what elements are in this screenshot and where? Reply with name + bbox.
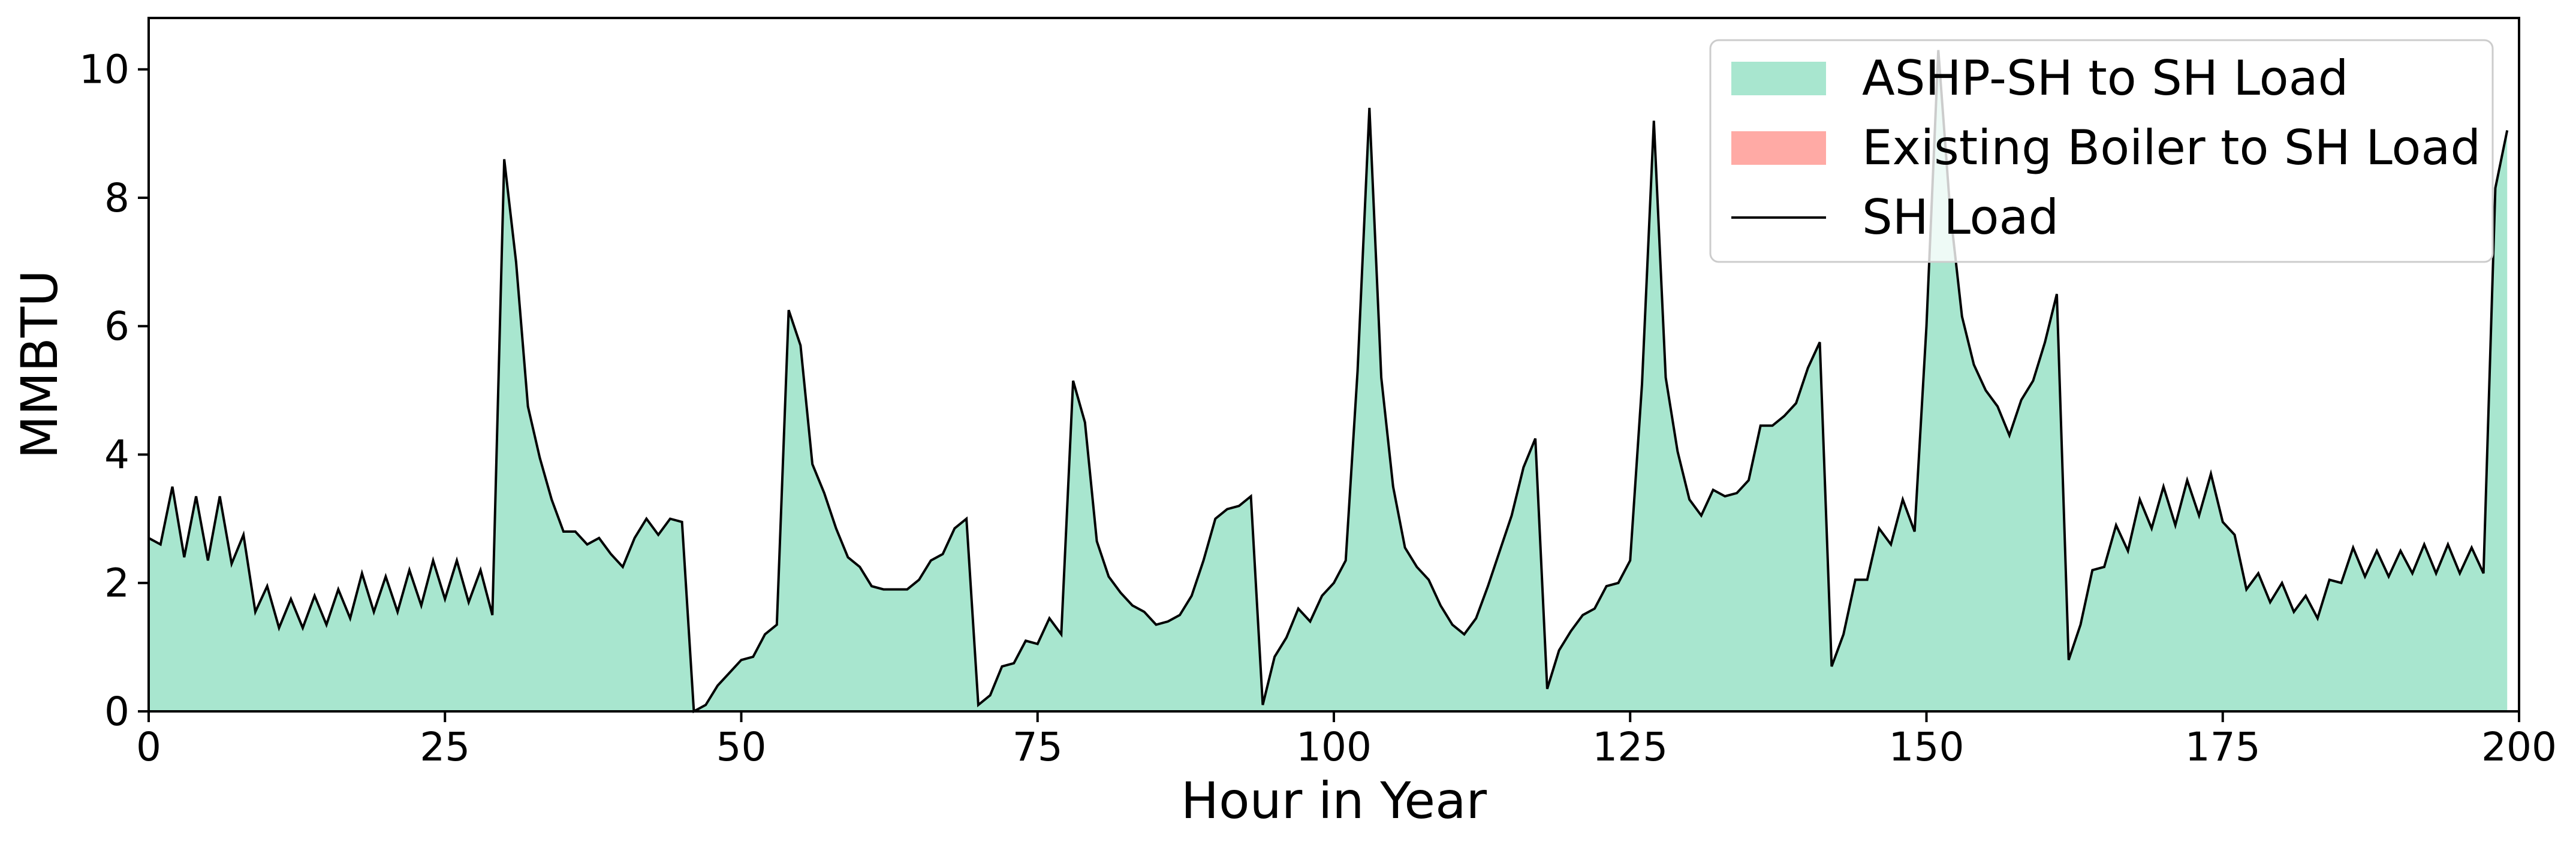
y-tick-label: 8 — [104, 175, 129, 221]
x-tick-label: 175 — [2185, 724, 2261, 770]
x-tick-label: 150 — [1889, 724, 1965, 770]
x-tick-label: 25 — [420, 724, 470, 770]
area-ashp-sh-to-sh-load — [149, 50, 2508, 711]
x-tick-label: 100 — [1296, 724, 1372, 770]
y-tick-label: 10 — [79, 47, 129, 93]
y-tick-label: 4 — [104, 431, 129, 478]
x-axis-title: Hour in Year — [1181, 771, 1487, 830]
y-tick-label: 2 — [104, 560, 129, 606]
x-tick-label: 50 — [716, 724, 767, 770]
legend-label-ashp: ASHP-SH to SH Load — [1862, 50, 2348, 106]
x-tick-label: 0 — [136, 724, 161, 770]
x-tick-label: 75 — [1013, 724, 1063, 770]
y-axis-title: MMBTU — [10, 270, 69, 458]
legend-box — [1709, 39, 2494, 263]
y-tick-label: 6 — [104, 303, 129, 349]
x-axis: 0 25 50 75 100 125 150 175 200 — [136, 711, 2557, 770]
plot-area — [148, 50, 2509, 714]
y-axis: 0 2 4 6 8 10 — [79, 47, 149, 735]
x-tick-label: 125 — [1592, 724, 1668, 770]
legend-label-sh-load: SH Load — [1862, 189, 2059, 245]
legend: ASHP-SH to SH Load Existing Boiler to SH… — [1709, 39, 2494, 263]
y-tick-label: 0 — [104, 689, 129, 735]
legend-label-boiler: Existing Boiler to SH Load — [1862, 120, 2481, 176]
x-tick-label: 200 — [2481, 724, 2557, 770]
line-sh-load — [148, 50, 2509, 714]
legend-swatch-ashp — [1731, 62, 1826, 95]
legend-swatch-boiler — [1731, 131, 1826, 165]
